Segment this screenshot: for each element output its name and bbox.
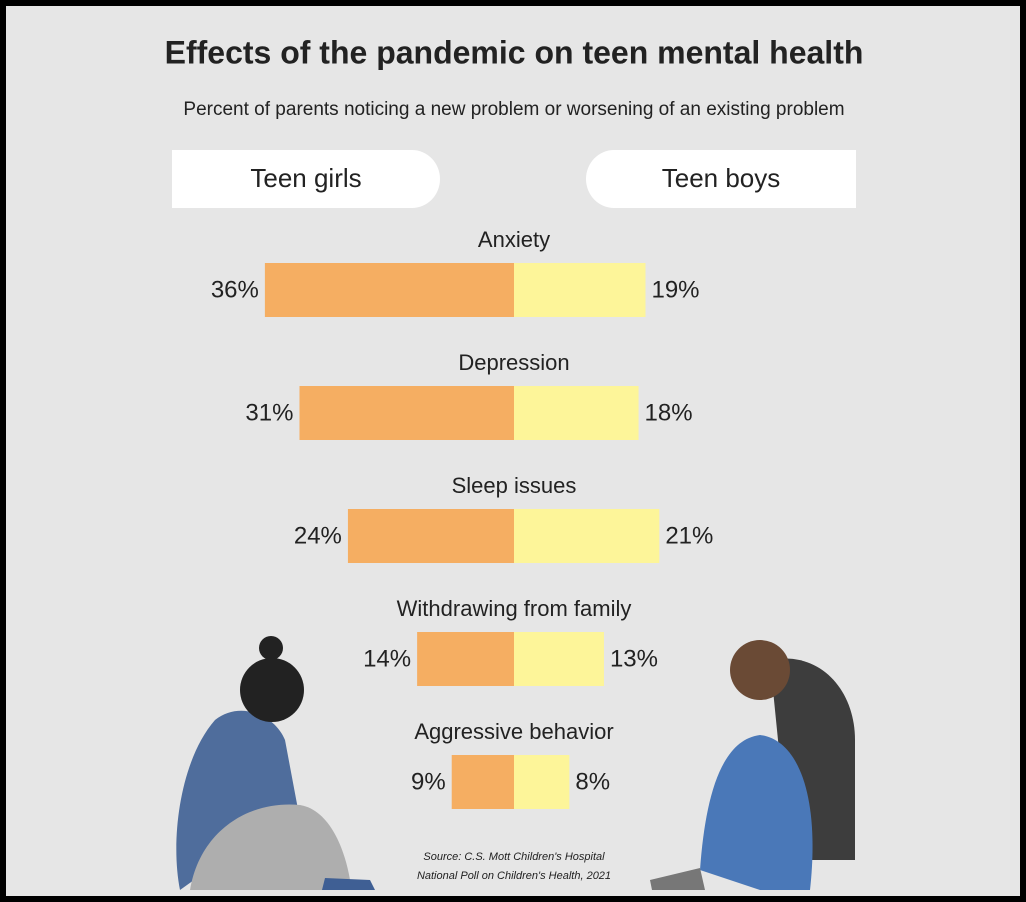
value-label: 18%: [645, 399, 693, 426]
legend-pill: [172, 150, 440, 208]
value-label: 9%: [411, 768, 446, 795]
bar: [514, 509, 660, 563]
category-label: Depression: [458, 350, 569, 375]
bar: [299, 386, 514, 440]
bar: [417, 632, 514, 686]
legend-pill: [586, 150, 856, 208]
category-label: Aggressive behavior: [414, 719, 613, 744]
bar: [514, 386, 639, 440]
category-label: Withdrawing from family: [397, 596, 632, 621]
category-label: Anxiety: [478, 227, 550, 252]
bar: [451, 755, 514, 809]
legend-label: Teen girls: [250, 163, 361, 193]
chart-title: Effects of the pandemic on teen mental h…: [165, 34, 864, 70]
source-line: National Poll on Children's Health, 2021: [417, 870, 611, 882]
girl-illustration: [176, 636, 375, 890]
value-label: 13%: [610, 645, 658, 672]
value-label: 8%: [575, 768, 610, 795]
bar: [514, 755, 570, 809]
bar: [514, 632, 604, 686]
bar: [347, 509, 514, 563]
source: Source: C.S. Mott Children's Hospital Na…: [417, 851, 611, 882]
bar: [264, 263, 514, 317]
value-label: 21%: [665, 522, 713, 549]
value-label: 19%: [651, 276, 699, 303]
category-label: Sleep issues: [452, 473, 577, 498]
boy-illustration: [650, 640, 855, 890]
bar: [514, 263, 646, 317]
chart-subtitle: Percent of parents noticing a new proble…: [183, 99, 844, 120]
value-label: 24%: [294, 522, 342, 549]
legend-label: Teen boys: [662, 163, 781, 193]
value-label: 36%: [211, 276, 259, 303]
source-line: Source: C.S. Mott Children's Hospital: [423, 851, 605, 863]
value-label: 14%: [363, 645, 411, 672]
value-label: 31%: [245, 399, 293, 426]
